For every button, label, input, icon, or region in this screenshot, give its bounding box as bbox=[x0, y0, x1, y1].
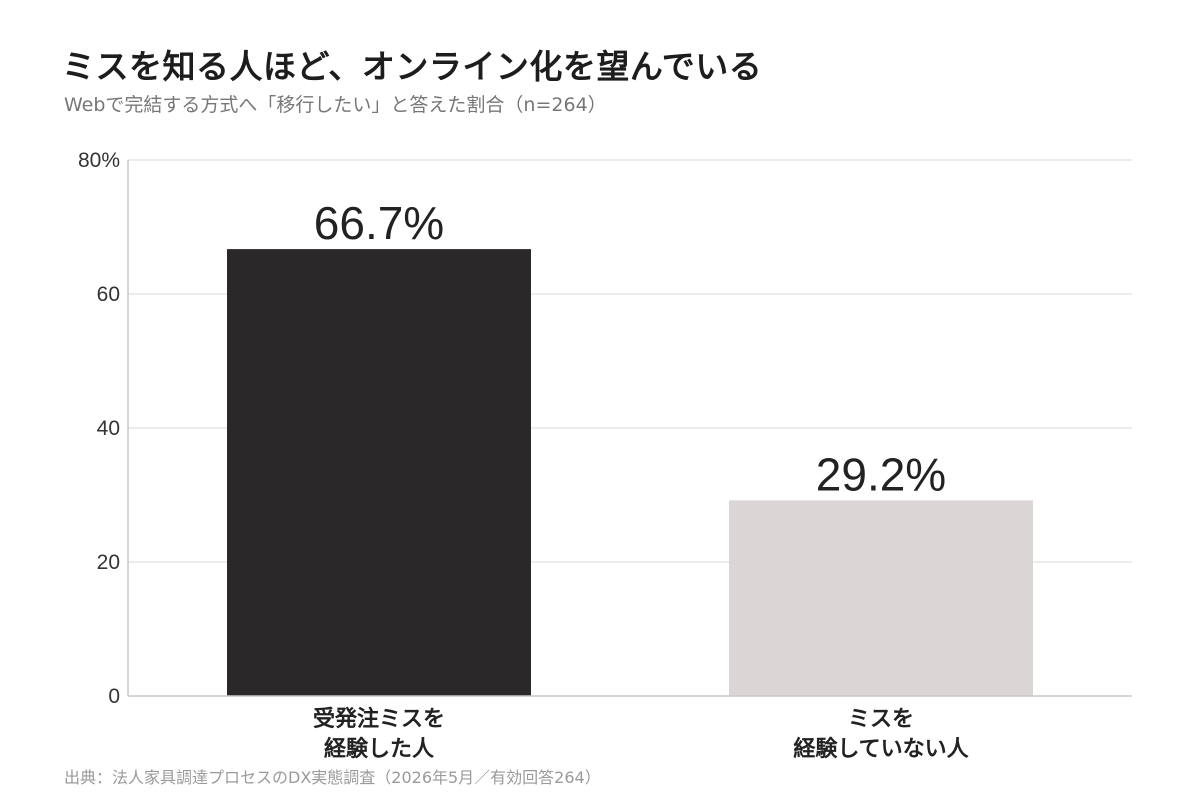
y-tick-label: 60 bbox=[97, 283, 120, 306]
y-tick-label: 20 bbox=[97, 551, 120, 574]
bar bbox=[729, 500, 1033, 696]
bar-value-label: 29.2% bbox=[816, 448, 946, 500]
chart-subtitle: Webで完結する方式へ「移行したい」と答えた割合（n=264） bbox=[64, 94, 607, 116]
category-label: 受発注ミスを bbox=[313, 706, 445, 732]
category-label: 経験した人 bbox=[324, 736, 434, 762]
bar bbox=[227, 249, 531, 697]
category-label: 経験していない人 bbox=[793, 736, 968, 762]
bar-value-label: 66.7% bbox=[314, 197, 444, 249]
y-tick-label: 0 bbox=[108, 685, 120, 708]
y-tick-label: 80% bbox=[78, 149, 120, 172]
y-tick-label: 40 bbox=[97, 417, 120, 440]
source-note: 出典：法人家具調達プロセスのDX実態調査（2026年5月／有効回答264） bbox=[64, 768, 601, 787]
chart-title: ミスを知る人ほど、オンライン化を望んでいる bbox=[62, 47, 763, 86]
category-label: ミスを bbox=[848, 707, 914, 732]
